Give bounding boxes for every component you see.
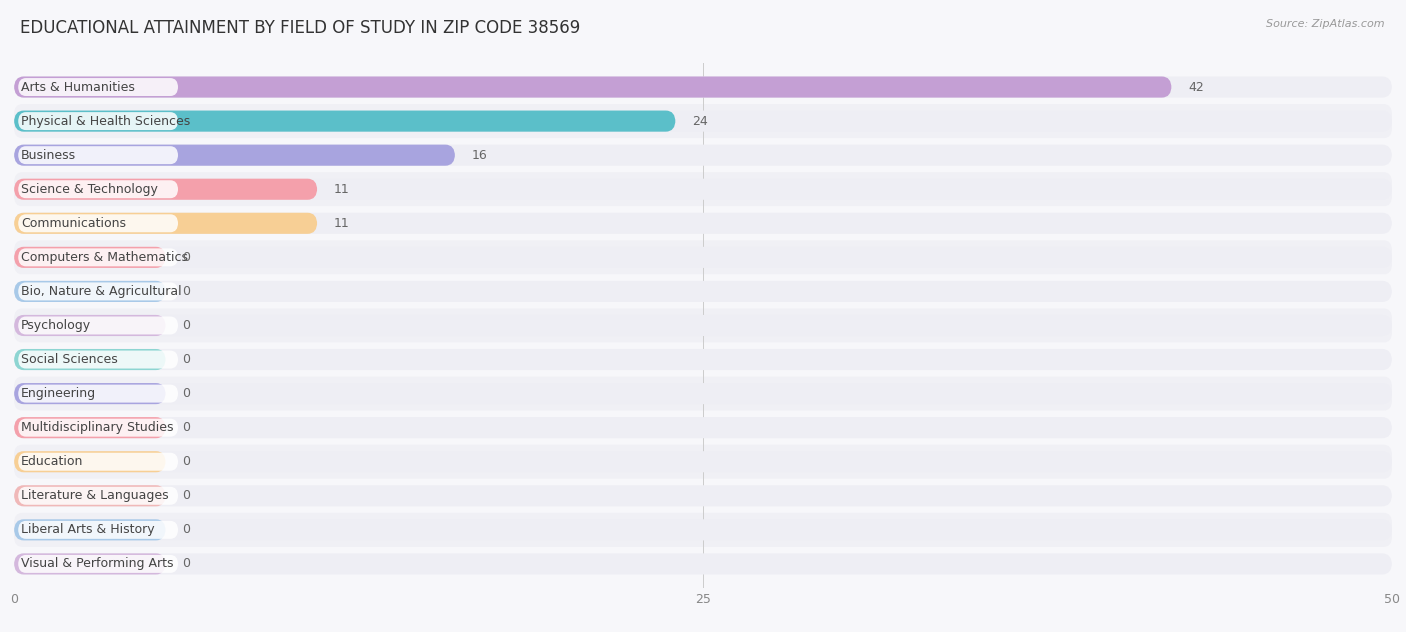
FancyBboxPatch shape	[14, 554, 166, 574]
Text: 0: 0	[183, 523, 190, 537]
Text: Business: Business	[21, 149, 76, 162]
FancyBboxPatch shape	[18, 418, 179, 437]
Text: Liberal Arts & History: Liberal Arts & History	[21, 523, 155, 537]
FancyBboxPatch shape	[14, 349, 1392, 370]
Text: Engineering: Engineering	[21, 387, 96, 400]
FancyBboxPatch shape	[14, 281, 166, 302]
FancyBboxPatch shape	[18, 351, 179, 368]
FancyBboxPatch shape	[14, 111, 675, 131]
FancyBboxPatch shape	[14, 315, 1392, 336]
Text: Social Sciences: Social Sciences	[21, 353, 118, 366]
FancyBboxPatch shape	[14, 451, 166, 472]
Text: Source: ZipAtlas.com: Source: ZipAtlas.com	[1267, 19, 1385, 29]
FancyBboxPatch shape	[14, 145, 1392, 166]
Text: 0: 0	[183, 319, 190, 332]
FancyBboxPatch shape	[14, 479, 1392, 513]
FancyBboxPatch shape	[18, 521, 179, 539]
Text: EDUCATIONAL ATTAINMENT BY FIELD OF STUDY IN ZIP CODE 38569: EDUCATIONAL ATTAINMENT BY FIELD OF STUDY…	[20, 19, 579, 37]
FancyBboxPatch shape	[14, 451, 1392, 472]
Text: Physical & Health Sciences: Physical & Health Sciences	[21, 114, 190, 128]
Text: 0: 0	[183, 251, 190, 264]
FancyBboxPatch shape	[14, 445, 1392, 479]
Text: Computers & Mathematics: Computers & Mathematics	[21, 251, 188, 264]
FancyBboxPatch shape	[14, 411, 1392, 445]
FancyBboxPatch shape	[18, 487, 179, 505]
FancyBboxPatch shape	[18, 112, 179, 130]
FancyBboxPatch shape	[14, 281, 1392, 302]
Text: Education: Education	[21, 455, 83, 468]
Text: 0: 0	[183, 557, 190, 571]
FancyBboxPatch shape	[14, 70, 1392, 104]
FancyBboxPatch shape	[14, 104, 1392, 138]
FancyBboxPatch shape	[14, 383, 1392, 404]
FancyBboxPatch shape	[14, 179, 1392, 200]
Text: Psychology: Psychology	[21, 319, 91, 332]
FancyBboxPatch shape	[18, 78, 179, 96]
FancyBboxPatch shape	[14, 240, 1392, 274]
FancyBboxPatch shape	[14, 383, 166, 404]
Text: Multidisciplinary Studies: Multidisciplinary Studies	[21, 421, 173, 434]
Text: 0: 0	[183, 421, 190, 434]
FancyBboxPatch shape	[14, 179, 318, 200]
Text: 0: 0	[183, 455, 190, 468]
Text: Communications: Communications	[21, 217, 127, 230]
Text: 16: 16	[471, 149, 488, 162]
Text: 0: 0	[183, 285, 190, 298]
FancyBboxPatch shape	[14, 172, 1392, 206]
FancyBboxPatch shape	[14, 145, 456, 166]
FancyBboxPatch shape	[18, 214, 179, 233]
FancyBboxPatch shape	[14, 274, 1392, 308]
FancyBboxPatch shape	[18, 555, 179, 573]
FancyBboxPatch shape	[18, 146, 179, 164]
Text: Science & Technology: Science & Technology	[21, 183, 157, 196]
FancyBboxPatch shape	[14, 308, 1392, 343]
FancyBboxPatch shape	[14, 213, 318, 234]
Text: Visual & Performing Arts: Visual & Performing Arts	[21, 557, 173, 571]
FancyBboxPatch shape	[14, 76, 1171, 97]
FancyBboxPatch shape	[14, 138, 1392, 172]
Text: Literature & Languages: Literature & Languages	[21, 489, 169, 502]
FancyBboxPatch shape	[18, 283, 179, 300]
Text: 0: 0	[183, 489, 190, 502]
Text: 24: 24	[692, 114, 707, 128]
Text: 0: 0	[183, 353, 190, 366]
FancyBboxPatch shape	[18, 317, 179, 334]
Text: 11: 11	[333, 183, 350, 196]
FancyBboxPatch shape	[14, 111, 1392, 131]
Text: Bio, Nature & Agricultural: Bio, Nature & Agricultural	[21, 285, 181, 298]
FancyBboxPatch shape	[14, 349, 166, 370]
FancyBboxPatch shape	[14, 315, 166, 336]
Text: 11: 11	[333, 217, 350, 230]
FancyBboxPatch shape	[18, 180, 179, 198]
FancyBboxPatch shape	[14, 513, 1392, 547]
FancyBboxPatch shape	[14, 246, 166, 268]
FancyBboxPatch shape	[18, 453, 179, 471]
FancyBboxPatch shape	[14, 485, 166, 506]
FancyBboxPatch shape	[14, 213, 1392, 234]
FancyBboxPatch shape	[14, 520, 1392, 540]
FancyBboxPatch shape	[14, 417, 1392, 438]
Text: 0: 0	[183, 387, 190, 400]
FancyBboxPatch shape	[14, 206, 1392, 240]
FancyBboxPatch shape	[18, 248, 179, 266]
FancyBboxPatch shape	[14, 246, 1392, 268]
FancyBboxPatch shape	[14, 520, 166, 540]
FancyBboxPatch shape	[14, 343, 1392, 377]
Text: Arts & Humanities: Arts & Humanities	[21, 80, 135, 94]
FancyBboxPatch shape	[14, 417, 166, 438]
FancyBboxPatch shape	[14, 377, 1392, 411]
FancyBboxPatch shape	[14, 76, 1392, 97]
FancyBboxPatch shape	[18, 385, 179, 403]
FancyBboxPatch shape	[14, 554, 1392, 574]
Text: 42: 42	[1188, 80, 1204, 94]
FancyBboxPatch shape	[14, 485, 1392, 506]
FancyBboxPatch shape	[14, 547, 1392, 581]
